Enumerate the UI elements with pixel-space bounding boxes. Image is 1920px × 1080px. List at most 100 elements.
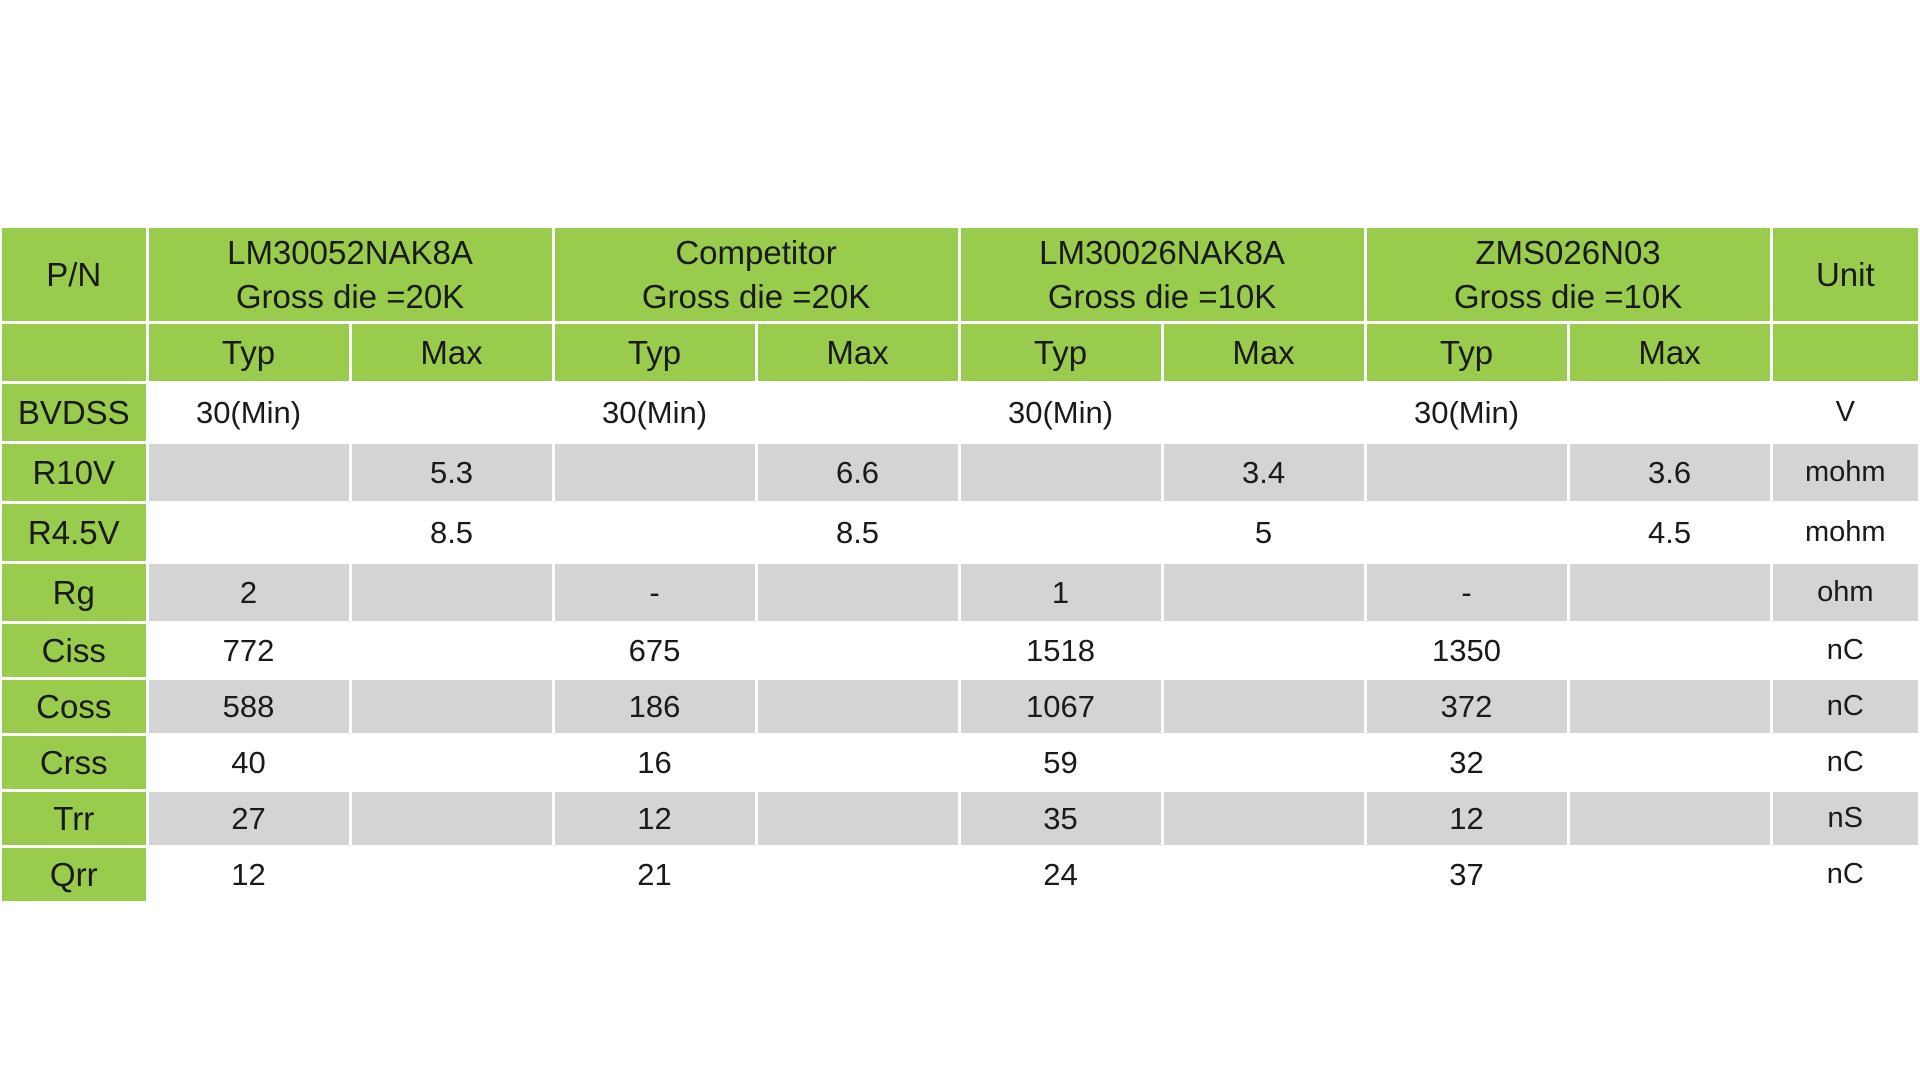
max-value-cell (1162, 790, 1367, 848)
typ-value-cell: 12 (147, 846, 352, 904)
max-value-cell (756, 734, 961, 792)
table-row: Coss 588 186 1067 372 nC (2, 678, 1919, 736)
part-name: Competitor (675, 233, 837, 271)
typ-value-cell: 12 (553, 790, 758, 848)
param-label: R10V (2, 442, 149, 504)
unit-cell: nC (1771, 734, 1919, 792)
spec-comparison-table: P/N LM30052NAK8A Gross die =20K Competit… (2, 228, 1919, 904)
max-value-cell (1162, 678, 1367, 736)
typ-value-cell: 2 (147, 562, 352, 624)
typ-value-cell: 12 (1365, 790, 1570, 848)
typ-value-cell: 186 (553, 678, 758, 736)
param-label: Rg (2, 562, 149, 624)
table-row: Qrr 12 21 24 37 nC (2, 846, 1919, 904)
param-label: R4.5V (2, 502, 149, 564)
gross-die: Gross die =20K (641, 277, 871, 315)
typ-value-cell: 21 (553, 846, 758, 904)
empty-header-cell (2, 322, 149, 384)
max-value-cell (756, 790, 961, 848)
part-name: LM30052NAK8A (227, 233, 473, 271)
typ-value-cell: 30(Min) (959, 382, 1164, 444)
typ-value-cell (147, 502, 352, 564)
empty-header-cell (1771, 322, 1919, 384)
max-value-cell (1568, 622, 1773, 680)
max-value-cell (756, 622, 961, 680)
part-name: LM30026NAK8A (1039, 233, 1285, 271)
max-value-cell: 8.5 (350, 502, 555, 564)
max-value-cell (756, 678, 961, 736)
gross-die: Gross die =10K (1453, 277, 1683, 315)
typ-value-cell: 24 (959, 846, 1164, 904)
typ-value-cell: - (1365, 562, 1570, 624)
unit-cell: nC (1771, 846, 1919, 904)
typ-value-cell: 40 (147, 734, 352, 792)
max-value-cell (1162, 382, 1367, 444)
typ-value-cell: 1067 (959, 678, 1164, 736)
max-value-cell (350, 678, 555, 736)
max-value-cell (1568, 734, 1773, 792)
subheader-max: Max (350, 322, 555, 384)
typ-value-cell: 30(Min) (1365, 382, 1570, 444)
max-value-cell: 8.5 (756, 502, 961, 564)
typ-value-cell: 372 (1365, 678, 1570, 736)
typ-value-cell: 32 (1365, 734, 1570, 792)
max-value-cell (1568, 846, 1773, 904)
typ-value-cell: 27 (147, 790, 352, 848)
max-value-cell (350, 790, 555, 848)
typ-value-cell (959, 502, 1164, 564)
unit-header: Unit (1771, 228, 1919, 324)
max-value-cell (350, 622, 555, 680)
unit-cell: nC (1771, 678, 1919, 736)
typ-value-cell: 16 (553, 734, 758, 792)
max-value-cell (1568, 790, 1773, 848)
typ-value-cell (553, 442, 758, 504)
max-value-cell: 3.6 (1568, 442, 1773, 504)
part-header-competitor: Competitor Gross die =20K (553, 228, 961, 324)
gross-die: Gross die =20K (235, 277, 465, 315)
subheader-typ: Typ (1365, 322, 1570, 384)
subheader-typ: Typ (147, 322, 352, 384)
subheader-typ: Typ (553, 322, 758, 384)
pn-header: P/N (2, 228, 149, 324)
unit-cell: mohm (1771, 442, 1919, 504)
header-row-parts: P/N LM30052NAK8A Gross die =20K Competit… (2, 228, 1919, 324)
param-label: Ciss (2, 622, 149, 680)
header-row-typ-max: Typ Max Typ Max Typ Max Typ Max (2, 322, 1919, 384)
max-value-cell (1568, 678, 1773, 736)
table-row: Rg 2 - 1 - ohm (2, 562, 1919, 624)
typ-value-cell: 35 (959, 790, 1164, 848)
max-value-cell (350, 846, 555, 904)
max-value-cell (350, 382, 555, 444)
subheader-max: Max (1568, 322, 1773, 384)
typ-value-cell: 1518 (959, 622, 1164, 680)
part-header-zms026n03: ZMS026N03 Gross die =10K (1365, 228, 1773, 324)
subheader-max: Max (756, 322, 961, 384)
param-label: Trr (2, 790, 149, 848)
max-value-cell: 6.6 (756, 442, 961, 504)
table-row: Trr 27 12 35 12 nS (2, 790, 1919, 848)
param-label: Qrr (2, 846, 149, 904)
max-value-cell (1162, 562, 1367, 624)
max-value-cell (350, 562, 555, 624)
table-row: Crss 40 16 59 32 nC (2, 734, 1919, 792)
max-value-cell: 5 (1162, 502, 1367, 564)
table-row: R10V 5.3 6.6 3.4 3.6 mohm (2, 442, 1919, 504)
max-value-cell (1568, 382, 1773, 444)
typ-value-cell: 1 (959, 562, 1164, 624)
table-row: R4.5V 8.5 8.5 5 4.5 mohm (2, 502, 1919, 564)
table-row: Ciss 772 675 1518 1350 nC (2, 622, 1919, 680)
unit-cell: nC (1771, 622, 1919, 680)
typ-value-cell: 1350 (1365, 622, 1570, 680)
max-value-cell: 5.3 (350, 442, 555, 504)
typ-value-cell (147, 442, 352, 504)
subheader-max: Max (1162, 322, 1367, 384)
typ-value-cell: 588 (147, 678, 352, 736)
typ-value-cell (1365, 502, 1570, 564)
max-value-cell (1162, 846, 1367, 904)
typ-value-cell: 772 (147, 622, 352, 680)
typ-value-cell (553, 502, 758, 564)
max-value-cell (1162, 622, 1367, 680)
unit-cell: ohm (1771, 562, 1919, 624)
typ-value-cell: 675 (553, 622, 758, 680)
max-value-cell: 3.4 (1162, 442, 1367, 504)
